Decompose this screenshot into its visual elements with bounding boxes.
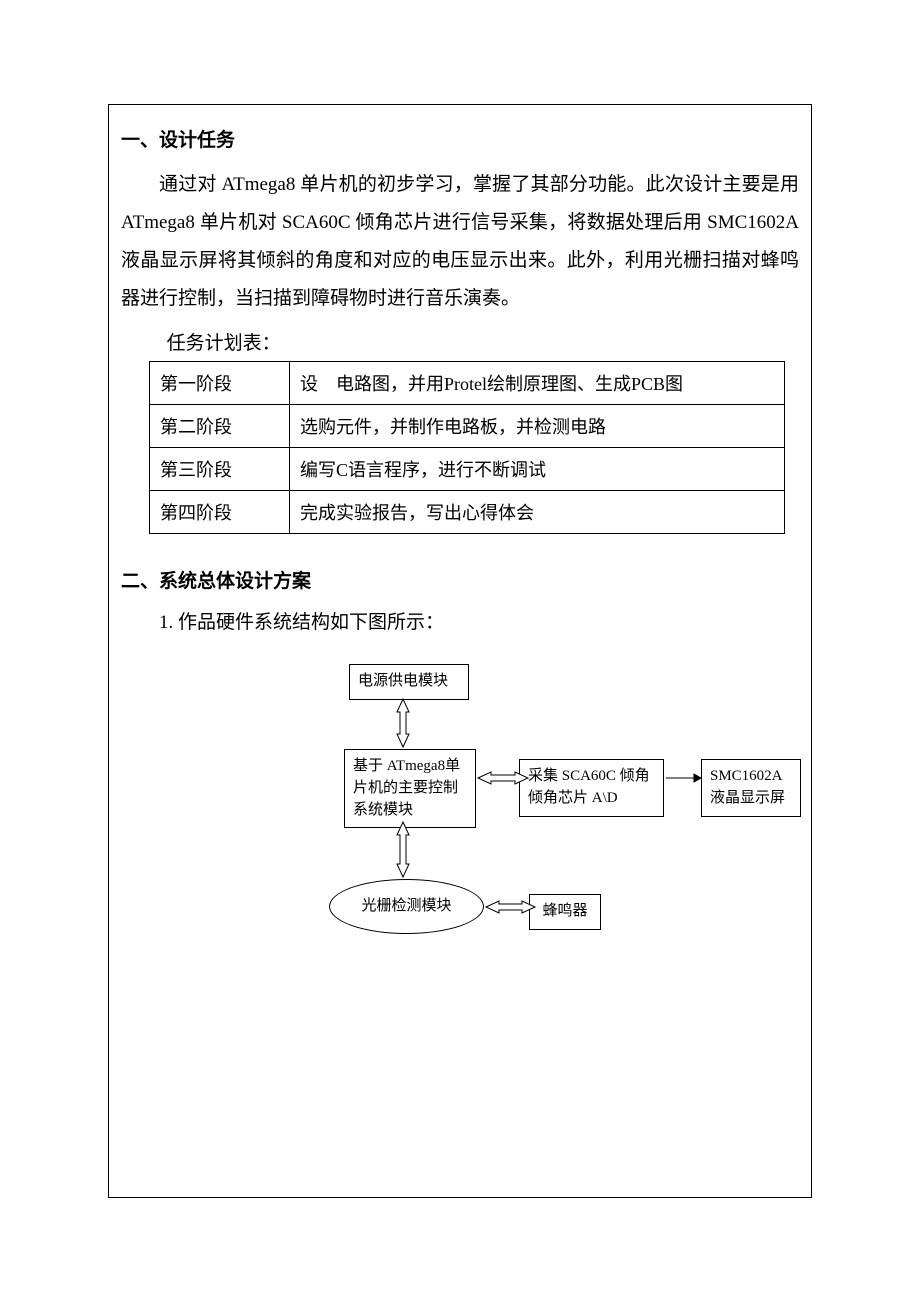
page-border: 一、设计任务 通过对 ATmega8 单片机的初步学习，掌握了其部分功能。此次设… [108, 104, 812, 1198]
buzzer-box: 蜂鸣器 [529, 894, 601, 930]
system-diagram: 电源供电模块 基于 ATmega8单片机的主要控制系统模块 采集 SCA60C … [229, 664, 789, 984]
lcd-module-box: SMC1602A液晶显示屏 [701, 759, 801, 817]
power-module-box: 电源供电模块 [349, 664, 469, 700]
grating-module-ellipse: 光栅检测模块 [329, 879, 484, 934]
section2-heading: 二、系统总体设计方案 [121, 566, 799, 593]
main-control-box: 基于 ATmega8单片机的主要控制系统模块 [344, 749, 476, 828]
plan-subtitle: 任务计划表： [167, 328, 799, 355]
table-cell: 第三阶段 [150, 448, 290, 491]
table-cell: 第一阶段 [150, 362, 290, 405]
table-row: 第二阶段 选购元件，并制作电路板，并检测电路 [150, 405, 785, 448]
diagram-arrows [229, 664, 789, 984]
table-row: 第三阶段 编写C语言程序，进行不断调试 [150, 448, 785, 491]
adc-module-box: 采集 SCA60C 倾角倾角芯片 A\D [519, 759, 664, 817]
table-cell: 完成实验报告，写出心得体会 [290, 491, 785, 534]
table-row: 第四阶段 完成实验报告，写出心得体会 [150, 491, 785, 534]
table-cell: 第四阶段 [150, 491, 290, 534]
table-cell: 选购元件，并制作电路板，并检测电路 [290, 405, 785, 448]
table-cell: 设 电路图，并用Protel绘制原理图、生成PCB图 [290, 362, 785, 405]
section1-paragraph: 通过对 ATmega8 单片机的初步学习，掌握了其部分功能。此次设计主要是用 A… [121, 166, 799, 318]
table-row: 第一阶段 设 电路图，并用Protel绘制原理图、生成PCB图 [150, 362, 785, 405]
section1-heading: 一、设计任务 [121, 125, 799, 152]
table-cell: 第二阶段 [150, 405, 290, 448]
section2-subtitle: 1. 作品硬件系统结构如下图所示： [159, 607, 799, 634]
plan-table: 第一阶段 设 电路图，并用Protel绘制原理图、生成PCB图 第二阶段 选购元… [149, 361, 785, 534]
table-cell: 编写C语言程序，进行不断调试 [290, 448, 785, 491]
